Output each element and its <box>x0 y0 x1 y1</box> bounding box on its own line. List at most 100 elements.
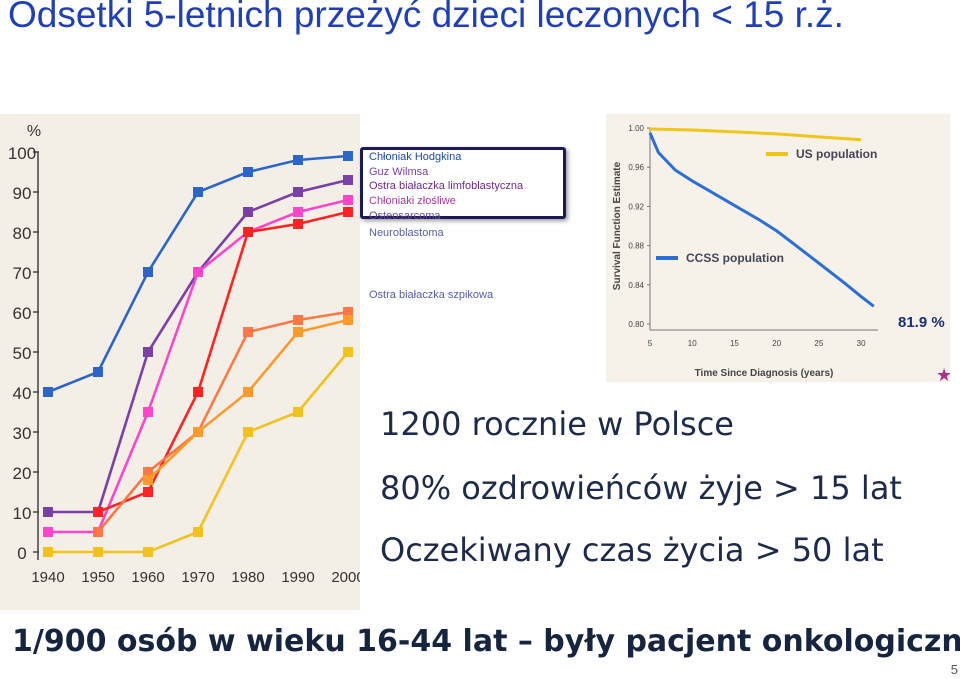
survival-curve-0 <box>649 127 862 142</box>
y-tick-label: 1.00 <box>628 124 644 133</box>
legend-item: Chłoniak Hodgkina <box>369 151 462 163</box>
data-point <box>43 507 53 517</box>
legend-item: Osteosarcoma <box>369 210 441 222</box>
y-tick-label: 60 <box>13 304 32 323</box>
data-point <box>243 327 253 337</box>
data-point <box>143 267 153 277</box>
y-tick-label: 0.88 <box>628 242 644 251</box>
x-tick-label: 1990 <box>281 569 314 586</box>
data-point <box>293 327 303 337</box>
data-point <box>193 387 203 397</box>
series-line-3 <box>97 210 349 514</box>
data-point <box>243 167 253 177</box>
y-tick-label: 0 <box>17 544 26 563</box>
chart-legend-box <box>360 147 566 219</box>
y-tick-label: 0.80 <box>628 320 644 329</box>
survival-curve-1 <box>648 132 875 308</box>
data-point <box>93 527 103 537</box>
y-tick-label: 30 <box>13 424 32 443</box>
series-line-5 <box>147 318 349 481</box>
x-tick-label: 30 <box>857 339 866 348</box>
data-point <box>193 267 203 277</box>
y-tick-label: 0.96 <box>628 163 644 172</box>
data-point <box>293 219 303 229</box>
stat-line-1: 1200 rocznie w Polsce <box>380 405 734 443</box>
y-tick-label: 0.92 <box>628 202 644 211</box>
legend-item: Guz Wilmsa <box>369 166 429 178</box>
data-point <box>243 207 253 217</box>
x-tick-label: 1980 <box>231 569 264 586</box>
x-tick-label: 1940 <box>31 569 64 586</box>
data-point <box>43 387 53 397</box>
x-tick-label: 10 <box>688 339 697 348</box>
series-line-4 <box>97 310 349 533</box>
data-point <box>193 427 203 437</box>
x-tick-label: 1970 <box>181 569 214 586</box>
data-point <box>93 547 103 557</box>
x-tick-label: 5 <box>648 339 653 348</box>
y-tick-label: 10 <box>13 504 32 523</box>
series-line-1 <box>48 178 349 514</box>
footer-note: 1/900 osób w wieku 16-44 lat – były pacj… <box>12 624 960 659</box>
y-tick-label: 90 <box>13 184 32 203</box>
star-icon: ★ <box>936 365 953 385</box>
y-axis-label: Survival Function Estimate <box>612 161 623 290</box>
data-point <box>43 527 53 537</box>
data-point <box>93 367 103 377</box>
legend-label: CCSS population <box>686 251 784 265</box>
legend-item: Chłoniaki złośliwe <box>369 195 456 207</box>
x-tick-label: 15 <box>730 339 739 348</box>
data-point <box>193 187 203 197</box>
x-tick-label: 1950 <box>81 569 114 586</box>
annotation-label: 81.9 % <box>898 314 945 331</box>
data-point <box>243 387 253 397</box>
data-point <box>293 407 303 417</box>
x-tick-label: 1960 <box>131 569 164 586</box>
y-tick-label: 40 <box>13 384 32 403</box>
ccss-survival-chart: 0.80 0.84 0.88 0.92 0.96 1.00 5 10 15 20 25 30 Time … <box>606 114 950 382</box>
series-line-6 <box>48 351 349 554</box>
page-number: 5 <box>950 662 958 677</box>
data-point <box>43 547 53 557</box>
data-point <box>343 151 353 161</box>
data-point <box>293 187 303 197</box>
legend-item: Ostra białaczka szpikowa <box>369 289 494 301</box>
y-tick-label: 50 <box>13 344 32 363</box>
slide-title: Odsetki 5-letnich przeżyć dzieci leczony… <box>8 0 844 35</box>
legend-item: Neuroblastoma <box>369 227 444 239</box>
data-point <box>293 207 303 217</box>
y-tick-label: 70 <box>13 264 32 283</box>
data-point <box>143 407 153 417</box>
data-point <box>343 307 353 317</box>
y-tick-label: 80 <box>13 224 32 243</box>
legend-label: US population <box>796 147 877 161</box>
data-point <box>343 195 353 205</box>
x-tick-label: 25 <box>814 339 823 348</box>
data-point <box>93 507 103 517</box>
legend-item: Ostra białaczka limfoblastyczna <box>369 180 524 192</box>
data-point <box>143 547 153 557</box>
data-point <box>143 467 153 477</box>
stat-line-2: 80% ozdrowieńców żyje > 15 lat <box>380 469 902 507</box>
data-point <box>143 347 153 357</box>
data-point <box>193 527 203 537</box>
y-tick-label: 0.84 <box>628 281 644 290</box>
y-tick-label: 20 <box>13 464 32 483</box>
data-point <box>343 175 353 185</box>
x-tick-label: 2000 <box>331 569 360 586</box>
stat-line-3: Oczekiwany czas życia > 50 lat <box>380 531 884 569</box>
data-point <box>243 227 253 237</box>
series-line-2 <box>48 198 349 534</box>
data-point <box>343 207 353 217</box>
x-axis-label: Time Since Diagnosis (years) <box>695 368 834 379</box>
data-point <box>243 427 253 437</box>
y-axis-label: % <box>27 123 41 140</box>
data-point <box>343 315 353 325</box>
data-point <box>143 475 153 485</box>
y-tick-label: 100 <box>8 144 36 163</box>
data-point <box>293 315 303 325</box>
x-tick-label: 20 <box>772 339 781 348</box>
data-point <box>343 347 353 357</box>
ccss-survival-chart-svg: 0.80 0.84 0.88 0.92 0.96 1.00 5 10 15 20 25 30 Time … <box>612 124 945 379</box>
survival-by-cancer-chart-svg: 0 10 20 30 40 50 60 70 80 90 100% 1940 1950 1960 1970 1… <box>8 123 360 586</box>
